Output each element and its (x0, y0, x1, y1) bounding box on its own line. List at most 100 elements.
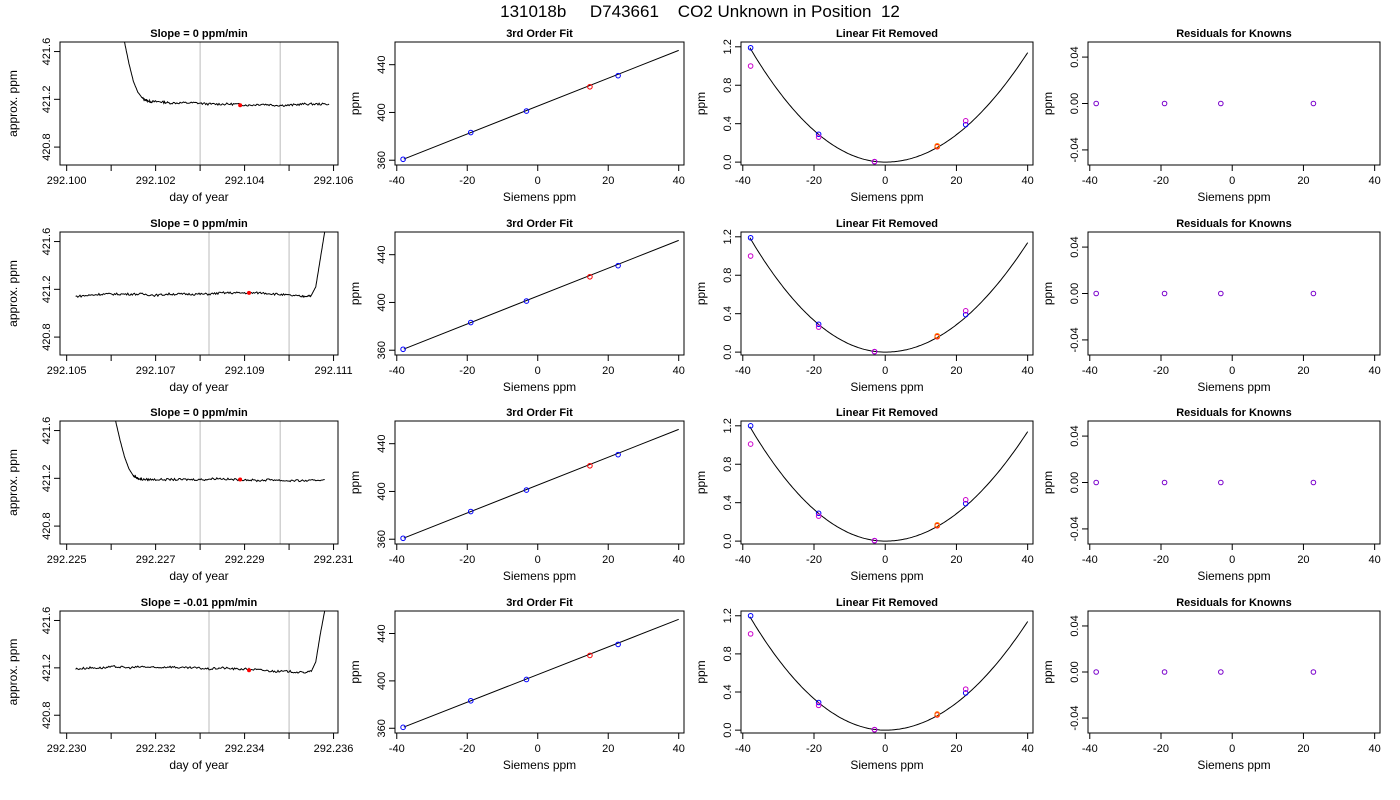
data-point (815, 131, 822, 138)
plot-area (747, 44, 1029, 165)
plot-frame (59, 610, 339, 734)
x-tick-label: 292.230 (47, 743, 87, 755)
plot-area (115, 421, 325, 544)
panel-fit-row-1 (389, 41, 685, 171)
data-point (1310, 479, 1317, 486)
y-axis-label: ppm (348, 471, 362, 494)
panel-fit-row-3 (389, 420, 685, 550)
plot-frame (1087, 420, 1381, 545)
y-axis-label: ppm (1041, 471, 1055, 494)
y-tick-label: 0.8 (722, 457, 734, 472)
y-tick-label: 420.8 (41, 133, 53, 161)
fit-line (403, 618, 679, 728)
x-tick-label: -40 (735, 554, 751, 566)
x-tick-label: 292.107 (136, 365, 176, 377)
x-tick-label: 20 (950, 175, 962, 187)
quadratic-curve (749, 616, 1029, 731)
x-tick-label: -40 (735, 743, 751, 755)
series-line (75, 232, 326, 299)
x-tick-label: 292.105 (47, 365, 87, 377)
data-point (962, 117, 969, 124)
y-tick-label: -0.04 (1069, 327, 1081, 352)
y-tick-label: 0.4 (722, 684, 734, 699)
x-tick-label: 40 (673, 175, 685, 187)
data-point (962, 500, 969, 507)
x-axis-label: Siemens ppm (850, 380, 923, 394)
x-tick-label: -40 (735, 175, 751, 187)
y-axis-label: ppm (694, 92, 708, 115)
panel-title: Linear Fit Removed (836, 218, 938, 230)
data-point (962, 121, 969, 128)
x-tick-label: 0 (882, 175, 888, 187)
x-axis-label: day of year (169, 190, 228, 204)
plot-area (747, 423, 1029, 544)
plot-frame (394, 420, 685, 545)
plot-area (1093, 100, 1317, 107)
y-tick-label: 421.6 (41, 228, 53, 256)
y-tick-label: 0.04 (1069, 425, 1081, 446)
x-tick-label: 292.111 (314, 365, 352, 377)
y-tick-label: 421.2 (41, 465, 53, 493)
x-tick-label: -20 (459, 743, 475, 755)
x-tick-label: 40 (1022, 175, 1034, 187)
data-point (587, 273, 593, 280)
panel-residuals-row-1 (1082, 41, 1381, 171)
data-point (1093, 290, 1099, 297)
y-tick-label: 0.04 (1069, 615, 1081, 636)
y-tick-label: 0.8 (722, 646, 734, 661)
quadratic-curve (749, 47, 1029, 163)
data-point (871, 537, 878, 544)
y-tick-label: 360 (376, 151, 388, 169)
x-tick-label: 292.100 (47, 175, 87, 187)
x-tick-label: 40 (1369, 175, 1381, 187)
x-tick-label: 20 (602, 175, 614, 187)
plot-area (75, 611, 326, 733)
x-tick-label: 292.236 (314, 743, 354, 755)
x-tick-label: 0 (1229, 554, 1235, 566)
x-tick-label: -40 (1082, 554, 1098, 566)
x-tick-label: -20 (459, 365, 475, 377)
x-tick-label: 20 (1297, 175, 1309, 187)
y-tick-label: 1.2 (722, 39, 734, 54)
x-tick-label: 40 (673, 365, 685, 377)
x-tick-label: 20 (950, 743, 962, 755)
x-tick-label: -20 (1153, 743, 1169, 755)
panel-title: Linear Fit Removed (836, 407, 938, 419)
x-tick-label: -20 (806, 175, 822, 187)
plot-frame (59, 420, 339, 545)
data-point (1310, 669, 1317, 675)
plot-area (400, 618, 679, 731)
x-tick-label: 0 (1229, 365, 1235, 377)
plot-frame (740, 420, 1034, 545)
quadratic-curve (749, 237, 1029, 353)
y-tick-label: 0.4 (722, 306, 734, 321)
data-point (815, 699, 822, 706)
quadratic-curve (749, 426, 1029, 542)
data-point (400, 156, 406, 163)
y-tick-label: 0.00 (1069, 93, 1081, 114)
y-tick-label: 400 (376, 672, 388, 690)
panel-title: Residuals for Knowns (1176, 28, 1292, 40)
y-axis-label: approx. ppm (6, 260, 20, 327)
panel-title: 3rd Order Fit (506, 407, 573, 419)
y-axis-label: ppm (694, 471, 708, 494)
data-point (747, 441, 754, 447)
x-tick-label: 292.109 (225, 365, 265, 377)
x-axis-label: Siemens ppm (503, 190, 576, 204)
x-tick-label: 40 (673, 743, 685, 755)
x-tick-label: -20 (459, 554, 475, 566)
x-tick-label: -40 (389, 554, 405, 566)
data-point (615, 72, 621, 79)
data-point (815, 134, 822, 140)
x-tick-label: 292.234 (225, 743, 265, 755)
y-tick-label: -0.04 (1069, 516, 1081, 541)
y-tick-label: 0.4 (722, 116, 734, 131)
x-tick-label: 0 (882, 554, 888, 566)
x-tick-label: -20 (1153, 365, 1169, 377)
y-tick-label: 421.2 (41, 276, 53, 304)
x-tick-label: 292.106 (314, 175, 354, 187)
sample-marker (238, 477, 243, 482)
y-tick-label: 0.04 (1069, 236, 1081, 257)
y-tick-label: 0.00 (1069, 661, 1081, 682)
x-tick-label: -20 (1153, 175, 1169, 187)
